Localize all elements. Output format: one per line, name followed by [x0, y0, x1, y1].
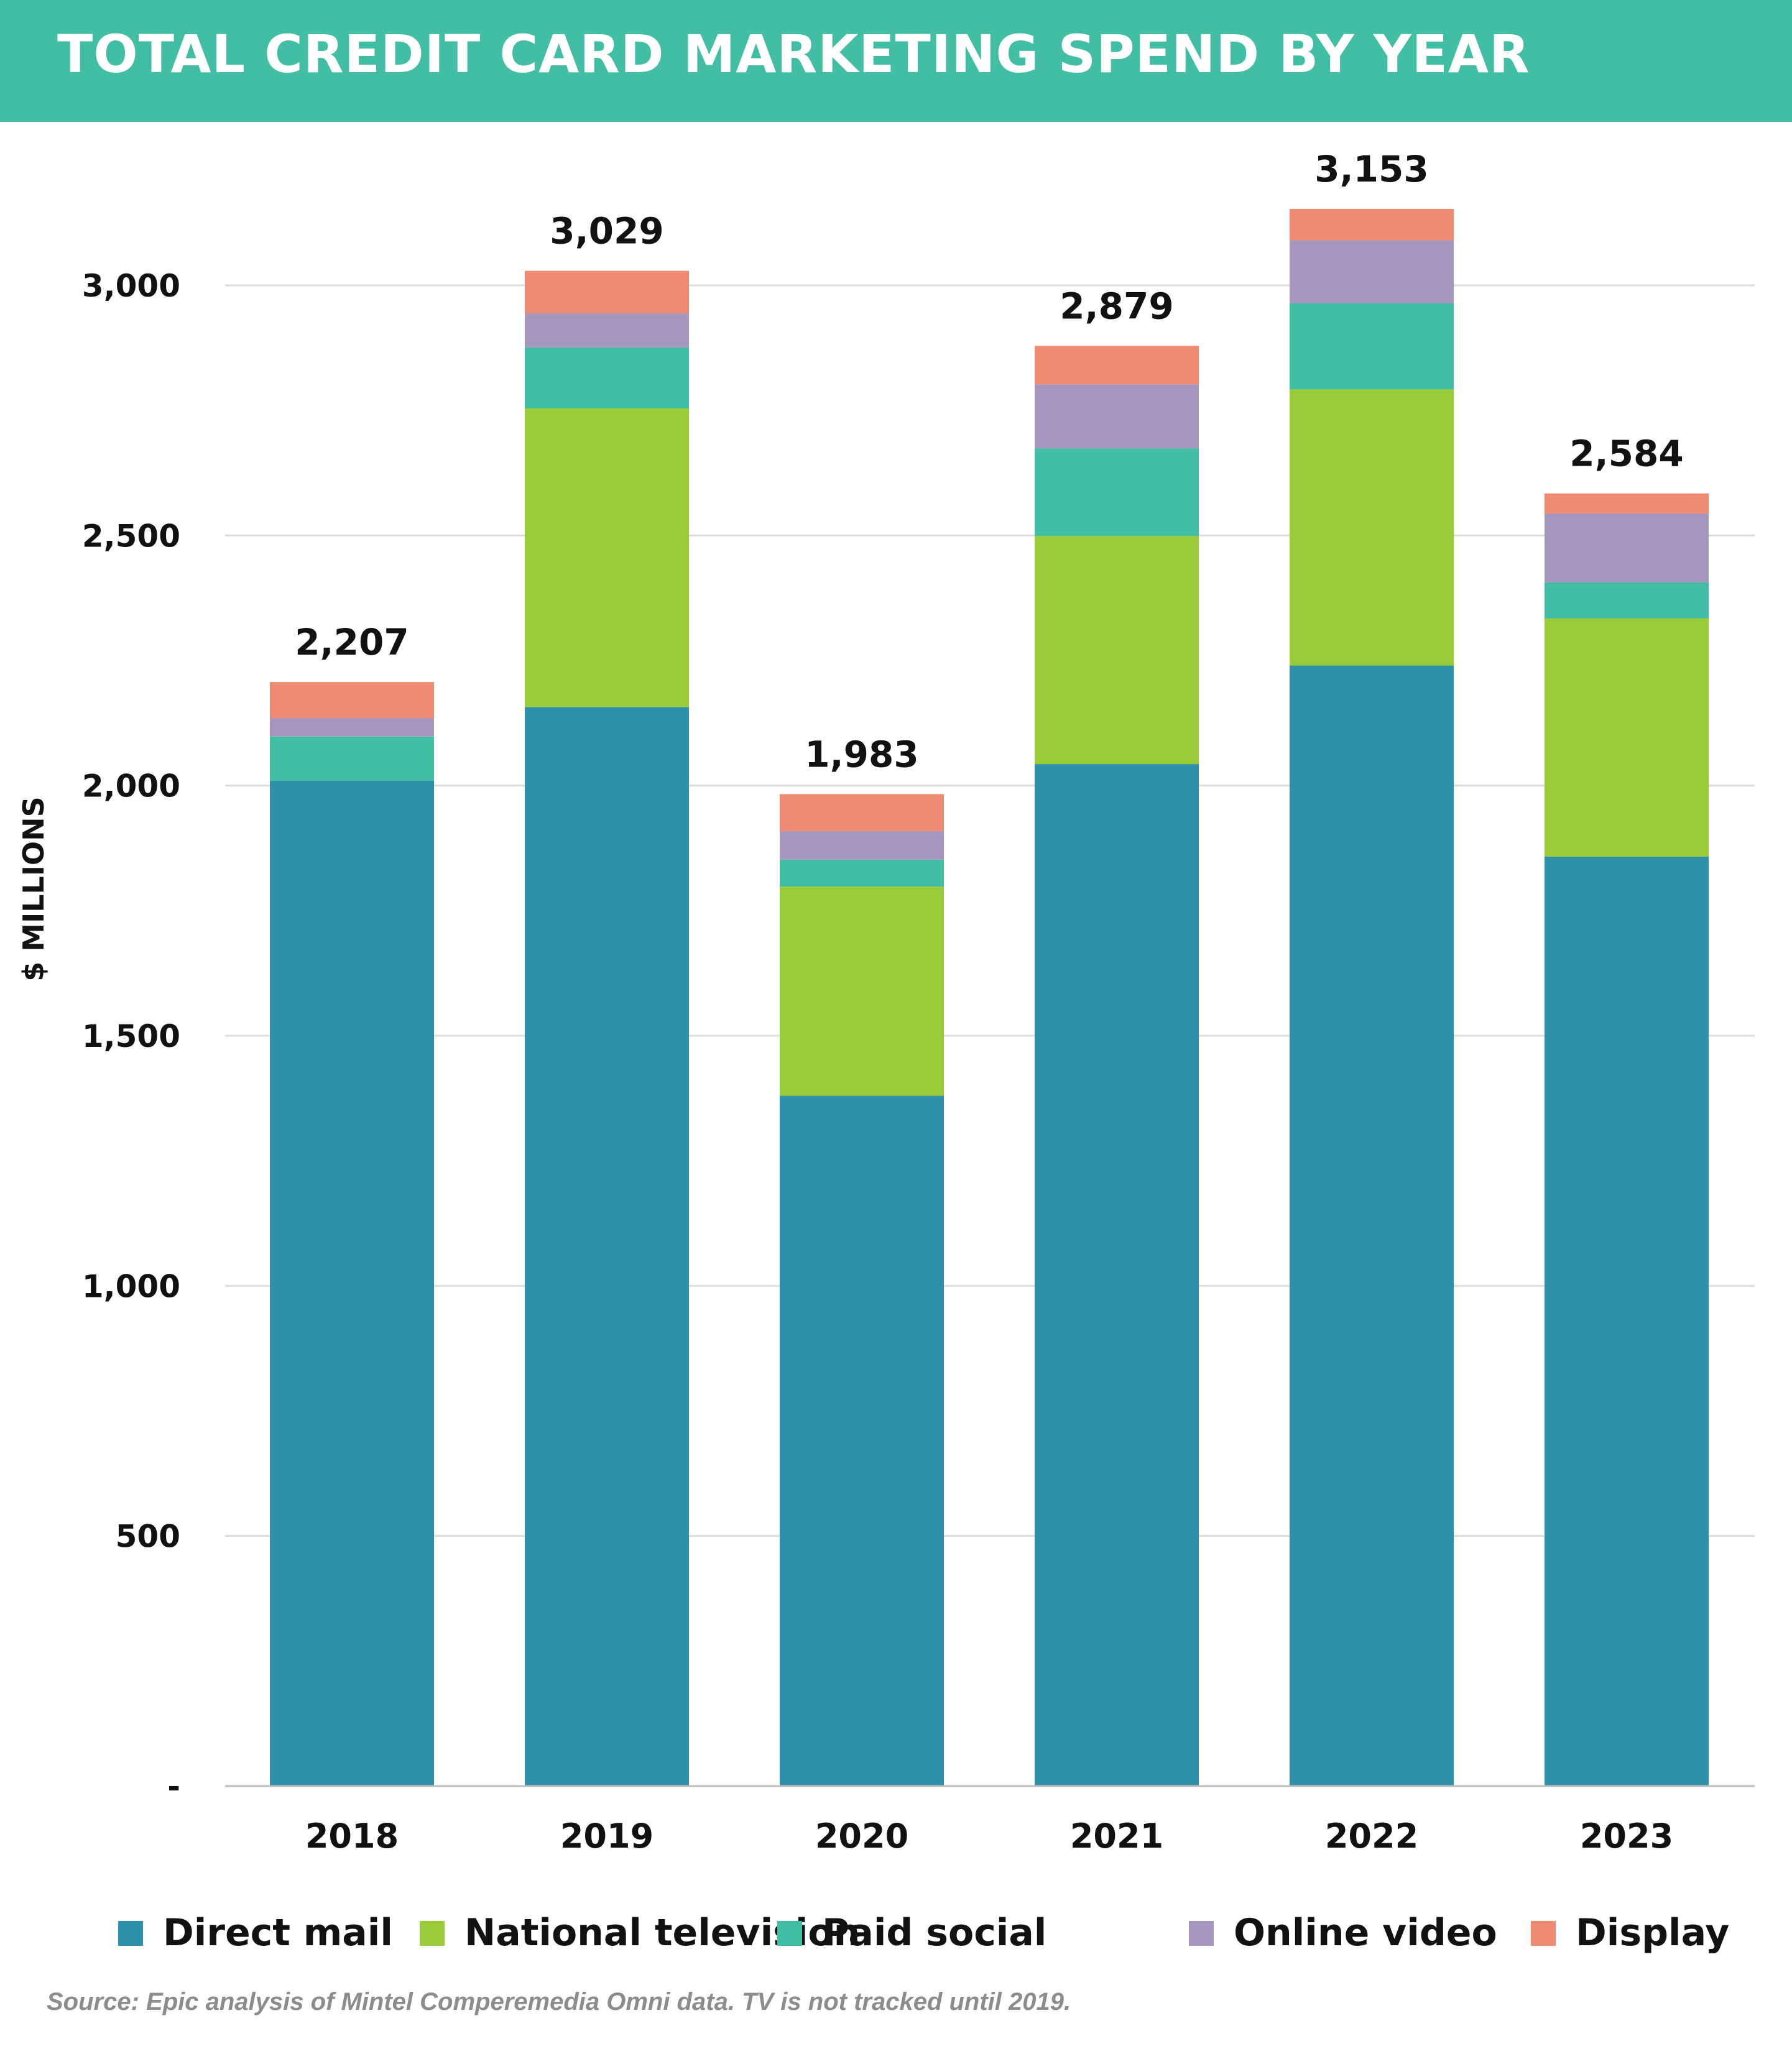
bar-segment-online-video	[1290, 240, 1454, 303]
bar-segment-display	[270, 682, 434, 719]
bar-segment-display	[780, 794, 944, 831]
y-tick-label: 500	[116, 1519, 180, 1555]
legend-label: Direct mail	[163, 1911, 393, 1955]
legend-swatch	[1189, 1921, 1214, 1946]
y-tick-label: -	[167, 1769, 180, 1805]
y-tick-label: 3,000	[82, 268, 180, 304]
chart-legend: Direct mail National television Paid socia…	[118, 1906, 1735, 1962]
bar-segment-paid-social	[270, 736, 434, 781]
legend-swatch	[118, 1921, 143, 1946]
bar-segment-display	[1290, 208, 1454, 241]
y-tick-label: 1,000	[82, 1268, 180, 1304]
bar-segment-national-television	[780, 887, 944, 1096]
y-tick-label: 2,000	[82, 768, 180, 804]
bar-segment-paid-social	[1035, 448, 1199, 537]
x-tick-label: 2019	[560, 1817, 654, 1856]
bar-segment-direct-mail	[1290, 665, 1454, 1786]
legend-swatch	[777, 1921, 802, 1946]
x-tick-label: 2021	[1070, 1817, 1163, 1856]
bar-segment-direct-mail	[270, 780, 434, 1786]
y-tick-label: 1,500	[82, 1018, 180, 1054]
chart-title: TOTAL CREDIT CARD MARKETING SPEND BY YEA…	[57, 24, 1530, 85]
bar-total-label: 2,584	[1569, 433, 1683, 475]
bar-total-label: 2,207	[295, 621, 409, 663]
bar-segment-paid-social	[1545, 582, 1709, 619]
bar-segment-online-video	[1545, 513, 1709, 583]
bar-segment-direct-mail	[525, 707, 689, 1786]
x-tick-label: 2023	[1580, 1817, 1673, 1856]
bar-segment-national-television	[1545, 618, 1709, 857]
bar-total-label: 2,879	[1060, 285, 1173, 327]
bar-segment-direct-mail	[1545, 856, 1709, 1786]
bar-segment-display	[525, 270, 689, 314]
y-axis-title: $ MILLIONS	[17, 796, 50, 981]
bar-segment-online-video	[525, 313, 689, 348]
bar-segment-online-video	[780, 831, 944, 860]
legend-swatch	[1531, 1921, 1556, 1946]
bar-segment-display	[1035, 346, 1199, 385]
bar-segment-paid-social	[525, 347, 689, 408]
bar-segment-national-television	[1290, 389, 1454, 666]
x-tick-label: 2018	[305, 1817, 399, 1856]
x-tick-label: 2022	[1325, 1817, 1418, 1856]
bar-segment-national-television	[1035, 536, 1199, 765]
bar-segment-online-video	[1035, 384, 1199, 449]
legend-label: Online video	[1234, 1911, 1497, 1955]
source-note: Source: Epic analysis of Mintel Comperem…	[47, 1988, 1071, 2015]
bar-segment-display	[1545, 493, 1709, 514]
bar-segment-paid-social	[1290, 303, 1454, 390]
bar-segment-direct-mail	[1035, 764, 1199, 1786]
stacked-bar-chart: - 500 1,000 1,500 2,000 2,500 3,000 $ MILLIONS 2…	[17, 148, 1755, 1856]
bar-segment-paid-social	[780, 859, 944, 887]
bar-total-label: 3,029	[550, 210, 663, 252]
legend-swatch	[420, 1921, 445, 1946]
bar-segment-national-television	[525, 408, 689, 707]
bar-segment-online-video	[270, 718, 434, 737]
legend-label: Paid social	[822, 1911, 1047, 1955]
bar-segment-direct-mail	[780, 1095, 944, 1786]
bar-total-label: 3,153	[1314, 148, 1428, 190]
legend-label: Display	[1576, 1911, 1730, 1955]
x-tick-label: 2020	[815, 1817, 908, 1856]
y-tick-label: 2,500	[82, 518, 180, 554]
title-banner: TOTAL CREDIT CARD MARKETING SPEND BY YEA…	[0, 0, 1792, 122]
bar-total-label: 1,983	[805, 733, 918, 775]
